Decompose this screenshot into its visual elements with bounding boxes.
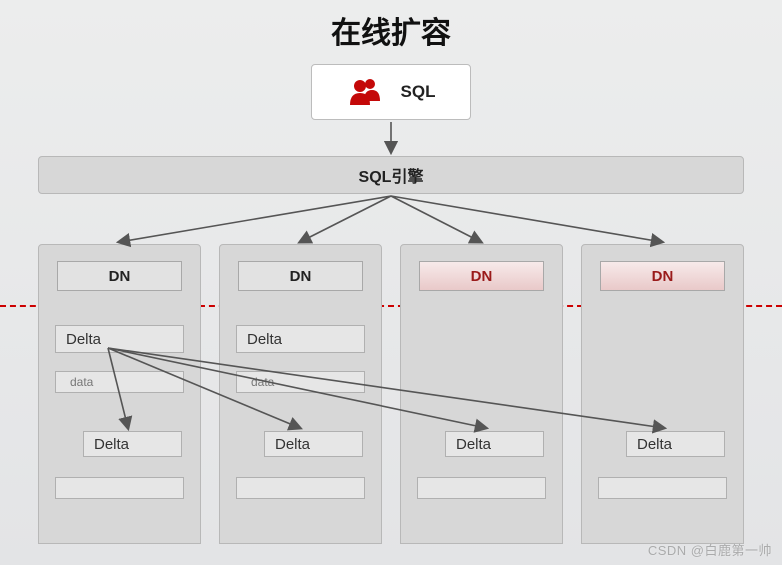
dn-header: DN: [238, 261, 363, 291]
dn-header: DN: [600, 261, 725, 291]
sql-node: SQL: [311, 64, 471, 120]
data-cell: data: [55, 371, 184, 393]
dn-header: DN: [57, 261, 182, 291]
blank-cell: [55, 477, 184, 499]
dn-column: DN Delta: [400, 244, 563, 544]
diagram-canvas: 在线扩容 SQL SQL引擎 DN Delta data Delta DN Delta da…: [0, 0, 782, 565]
blank-cell: [236, 477, 365, 499]
delta2-cell: Delta: [626, 431, 725, 457]
page-title: 在线扩容: [0, 8, 782, 52]
dn-column: DN Delta data Delta: [219, 244, 382, 544]
delta2-cell: Delta: [83, 431, 182, 457]
engine-node: SQL引擎: [38, 156, 744, 194]
dn-header: DN: [419, 261, 544, 291]
blank-cell: [598, 477, 727, 499]
watermark: CSDN @白鹿第一帅: [648, 540, 772, 559]
delta-cell: Delta: [236, 325, 365, 353]
delta2-cell: Delta: [264, 431, 363, 457]
dn-column: DN Delta data Delta: [38, 244, 201, 544]
delta2-cell: Delta: [445, 431, 544, 457]
sql-label: SQL: [401, 82, 436, 102]
dn-column: DN Delta: [581, 244, 744, 544]
delta-cell: Delta: [55, 325, 184, 353]
data-cell: data: [236, 371, 365, 393]
users-icon: [347, 75, 381, 109]
blank-cell: [417, 477, 546, 499]
